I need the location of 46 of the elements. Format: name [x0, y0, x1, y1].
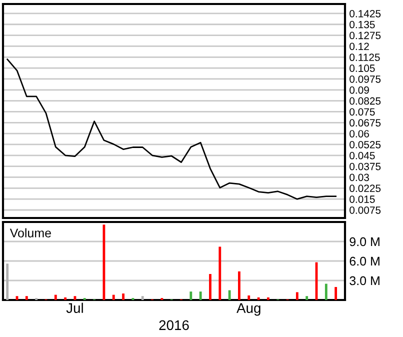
y-tick-label: 0.075 — [350, 108, 375, 116]
y-tick-label: 0.0525 — [350, 140, 381, 148]
bar — [54, 294, 57, 300]
bar — [296, 292, 298, 300]
y-tick-label: 0.03 — [350, 174, 369, 182]
y-tick-label: 0.135 — [350, 20, 375, 28]
x-tick-label: Aug — [236, 303, 260, 316]
y-tick-label: 0.045 — [350, 152, 375, 160]
y-tick-label: 9.0 M — [350, 237, 380, 246]
y-tick-label: 0.0225 — [350, 184, 381, 192]
bar — [64, 297, 67, 300]
bar — [199, 292, 202, 300]
bar — [334, 287, 338, 300]
bar — [112, 294, 115, 300]
y-tick-label: 0.06 — [350, 130, 369, 138]
y-tick-label: 0.015 — [350, 196, 375, 203]
y-tick-label: 0.1125 — [350, 54, 380, 62]
y-tick-label: 0.0675 — [350, 119, 381, 127]
bar — [6, 264, 9, 300]
y-tick-label: 0.0075 — [350, 206, 381, 214]
bar — [190, 292, 192, 300]
x-tick-label: Jul — [66, 302, 83, 313]
bar — [248, 295, 250, 300]
bar — [141, 296, 144, 300]
y-tick-label: 0.0375 — [350, 162, 381, 170]
bar — [324, 284, 328, 300]
bar — [306, 296, 308, 300]
bar — [238, 271, 240, 300]
x-axis-title: 2016 — [159, 320, 189, 330]
y-tick-label: 6.0 M — [350, 256, 380, 266]
chart-title: Volume — [10, 228, 51, 238]
y-tick-label: 0.1425 — [350, 10, 381, 18]
y-tick-label: 3.0 M — [350, 276, 380, 286]
y-tick-label: 0.105 — [350, 64, 375, 72]
bar — [228, 290, 231, 300]
y-tick-label: 0.0975 — [350, 75, 381, 83]
bar — [122, 294, 124, 300]
bar — [266, 297, 270, 300]
line-series — [6, 58, 337, 200]
bar — [25, 296, 28, 300]
y-tick-label: 0.12 — [350, 42, 369, 50]
y-tick-label: 0.1275 — [350, 32, 381, 40]
y-tick-label: 0.0825 — [350, 97, 381, 105]
y-tick-label: 0.09 — [350, 86, 369, 94]
bar — [209, 274, 212, 300]
bar — [218, 246, 222, 300]
